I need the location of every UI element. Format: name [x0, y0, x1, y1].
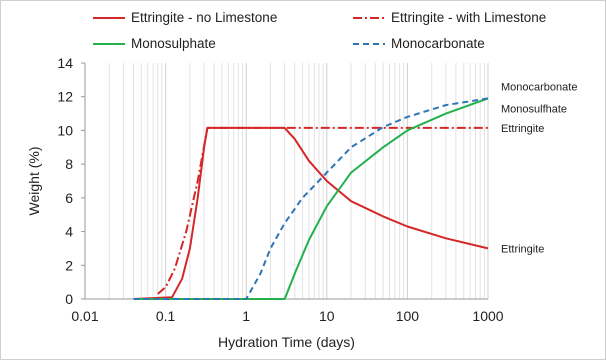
y-tick-label: 8: [65, 156, 73, 172]
legend-label: Ettringite - no Limestone: [131, 10, 277, 25]
x-tick-label: 10: [319, 308, 335, 324]
legend-label: Ettringite - with Limestone: [391, 10, 546, 25]
y-tick-label: 2: [65, 257, 73, 273]
series-line: [133, 97, 489, 300]
series-line: [133, 126, 489, 300]
y-tick-label: 10: [57, 122, 73, 138]
annotation-label: Ettringite: [501, 243, 544, 255]
annotation-layer: Monocarbonate Monosulfhate Ettringite Ettri…: [501, 82, 577, 256]
y-tick-label: 14: [57, 55, 73, 71]
annotation-label: Monosulfhate: [501, 104, 567, 116]
x-tick-label: 100: [396, 308, 420, 324]
x-tick-label: 0.01: [71, 308, 98, 324]
x-tick-label: 1: [242, 308, 250, 324]
y-tick-label: 12: [57, 89, 73, 105]
y-tick-label: 6: [65, 190, 73, 206]
annotation-label: Ettringite: [501, 123, 544, 135]
tick-layer: 0 2 4 6 8 10 12 14 0.01 0.1 1 10 100 1000: [57, 55, 503, 324]
annotation-label: Monocarbonate: [501, 82, 577, 94]
axes-layer: [84, 63, 488, 300]
series-line: [157, 126, 488, 295]
x-tick-label: 1000: [472, 308, 503, 324]
x-axis-title: Hydration Time (days): [218, 334, 355, 350]
legend: Ettringite - no Limestone Ettringite - wi…: [93, 10, 546, 51]
series-layer: [133, 97, 489, 300]
grid-layer: [84, 63, 489, 299]
y-tick-label: 0: [65, 291, 73, 307]
x-tick-label: 0.1: [156, 308, 176, 324]
legend-label: Monosulphate: [131, 36, 216, 51]
y-tick-label: 4: [65, 224, 73, 240]
y-axis-title: Weight (%): [26, 147, 42, 216]
legend-label: Monocarbonate: [391, 36, 485, 51]
